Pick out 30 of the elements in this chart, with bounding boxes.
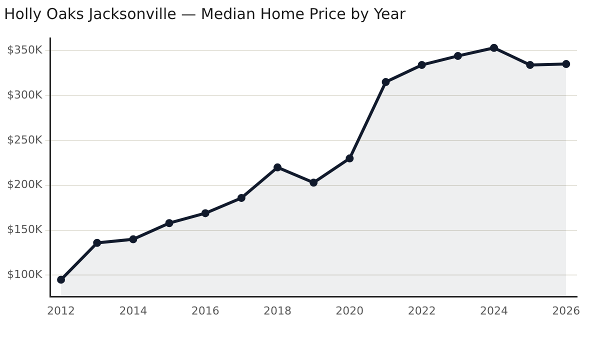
x-tick-label: 2022 [408, 304, 436, 318]
point [201, 209, 210, 218]
point [57, 276, 66, 284]
point [274, 163, 282, 172]
point [526, 60, 534, 69]
x-tick-label: 2012 [47, 304, 76, 318]
y-tick-label: $300K [6, 88, 43, 102]
y-tick-label: $250K [6, 133, 43, 146]
x-tick-label: 2014 [119, 304, 148, 318]
point [93, 238, 102, 247]
x-tick-label: 2020 [336, 304, 364, 318]
chart-title: Holly Oaks Jacksonville — Median Home Price by Year [4, 4, 406, 23]
x-tick-label: 2016 [191, 304, 220, 318]
x-tick-label: 2024 [480, 304, 508, 318]
point [382, 78, 390, 86]
y-tick-label: $350K [6, 43, 43, 56]
point [129, 235, 138, 244]
point [418, 60, 426, 69]
point [490, 44, 498, 52]
point [165, 219, 174, 228]
point [346, 154, 354, 162]
y-tick-label: $100K [6, 268, 43, 282]
x-tick-label: 2026 [552, 304, 580, 318]
y-tick-label: $200K [6, 178, 43, 192]
point [562, 60, 570, 68]
point [237, 194, 246, 202]
x-tick-label: 2018 [264, 304, 292, 318]
point [454, 52, 462, 60]
point [310, 178, 318, 187]
y-tick-label: $150K [6, 223, 43, 236]
